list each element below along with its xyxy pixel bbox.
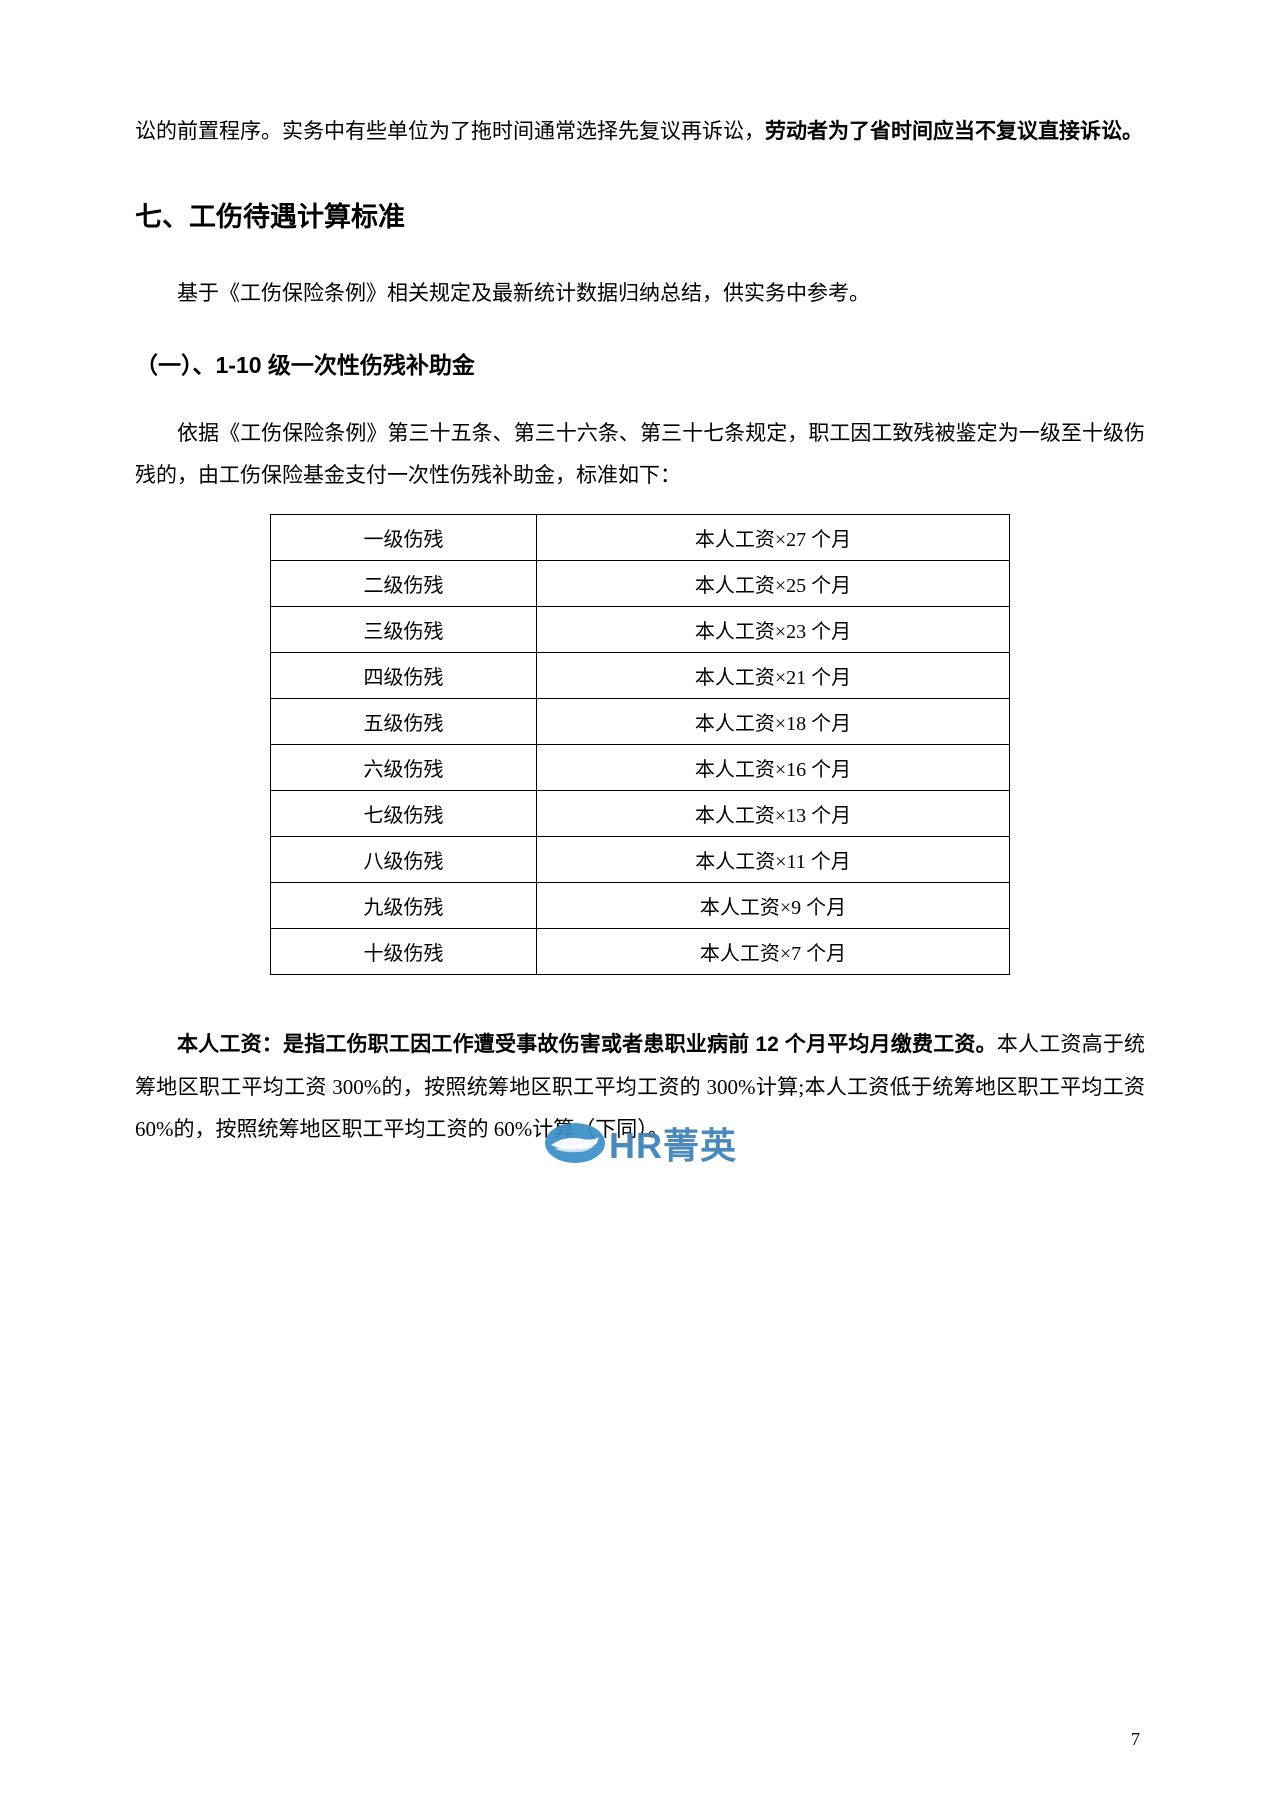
amount-cell: 本人工资×16 个月: [537, 745, 1010, 791]
level-cell: 二级伤残: [271, 561, 537, 607]
amount-cell: 本人工资×13 个月: [537, 791, 1010, 837]
table-row: 五级伤残本人工资×18 个月: [271, 699, 1010, 745]
level-cell: 四级伤残: [271, 653, 537, 699]
document-page: 讼的前置程序。实务中有些单位为了拖时间通常选择先复议再诉讼，劳动者为了省时间应当…: [0, 0, 1280, 1810]
level-cell: 七级伤残: [271, 791, 537, 837]
para-bold: 劳动者为了省时间应当不复议直接诉讼。: [765, 120, 1143, 143]
table-body: 一级伤残本人工资×27 个月 二级伤残本人工资×25 个月 三级伤残本人工资×2…: [271, 515, 1010, 975]
subsection-1-intro: 依据《工伤保险条例》第三十五条、第三十六条、第三十七条规定，职工因工致残被鉴定为…: [135, 412, 1145, 496]
amount-cell: 本人工资×27 个月: [537, 515, 1010, 561]
table-row: 三级伤残本人工资×23 个月: [271, 607, 1010, 653]
table-row: 七级伤残本人工资×13 个月: [271, 791, 1010, 837]
level-cell: 六级伤残: [271, 745, 537, 791]
table-row: 四级伤残本人工资×21 个月: [271, 653, 1010, 699]
amount-cell: 本人工资×9 个月: [537, 883, 1010, 929]
table-row: 二级伤残本人工资×25 个月: [271, 561, 1010, 607]
level-cell: 三级伤残: [271, 607, 537, 653]
amount-cell: 本人工资×11 个月: [537, 837, 1010, 883]
table-row: 一级伤残本人工资×27 个月: [271, 515, 1010, 561]
note-bold: 本人工资：是指工伤职工因工作遭受事故伤害或者患职业病前 12 个月平均月缴费工资…: [177, 1033, 997, 1056]
page-number: 7: [1131, 1729, 1140, 1750]
table-row: 十级伤残本人工资×7 个月: [271, 929, 1010, 975]
table-row: 八级伤残本人工资×11 个月: [271, 837, 1010, 883]
section-7-intro: 基于《工伤保险条例》相关规定及最新统计数据归纳总结，供实务中参考。: [135, 272, 1145, 314]
amount-cell: 本人工资×18 个月: [537, 699, 1010, 745]
amount-cell: 本人工资×25 个月: [537, 561, 1010, 607]
section-7-title: 七、工伤待遇计算标准: [135, 195, 1145, 234]
level-cell: 五级伤残: [271, 699, 537, 745]
amount-cell: 本人工资×23 个月: [537, 607, 1010, 653]
level-cell: 一级伤残: [271, 515, 537, 561]
level-cell: 九级伤残: [271, 883, 537, 929]
subsection-1-title: （一）、1-10 级一次性伤残补助金: [135, 346, 1145, 380]
table-row: 九级伤残本人工资×9 个月: [271, 883, 1010, 929]
amount-cell: 本人工资×21 个月: [537, 653, 1010, 699]
level-cell: 十级伤残: [271, 929, 537, 975]
level-cell: 八级伤残: [271, 837, 537, 883]
table-row: 六级伤残本人工资×16 个月: [271, 745, 1010, 791]
para-text: 讼的前置程序。实务中有些单位为了拖时间通常选择先复议再诉讼，: [135, 119, 765, 143]
amount-cell: 本人工资×7 个月: [537, 929, 1010, 975]
table-container: HR菁英 一级伤残本人工资×27 个月 二级伤残本人工资×25 个月 三级伤残本…: [135, 514, 1145, 975]
compensation-table: 一级伤残本人工资×27 个月 二级伤残本人工资×25 个月 三级伤残本人工资×2…: [270, 514, 1010, 975]
continuation-paragraph: 讼的前置程序。实务中有些单位为了拖时间通常选择先复议再诉讼，劳动者为了省时间应当…: [135, 110, 1145, 153]
note-paragraph: 本人工资：是指工伤职工因工作遭受事故伤害或者患职业病前 12 个月平均月缴费工资…: [135, 1023, 1145, 1150]
